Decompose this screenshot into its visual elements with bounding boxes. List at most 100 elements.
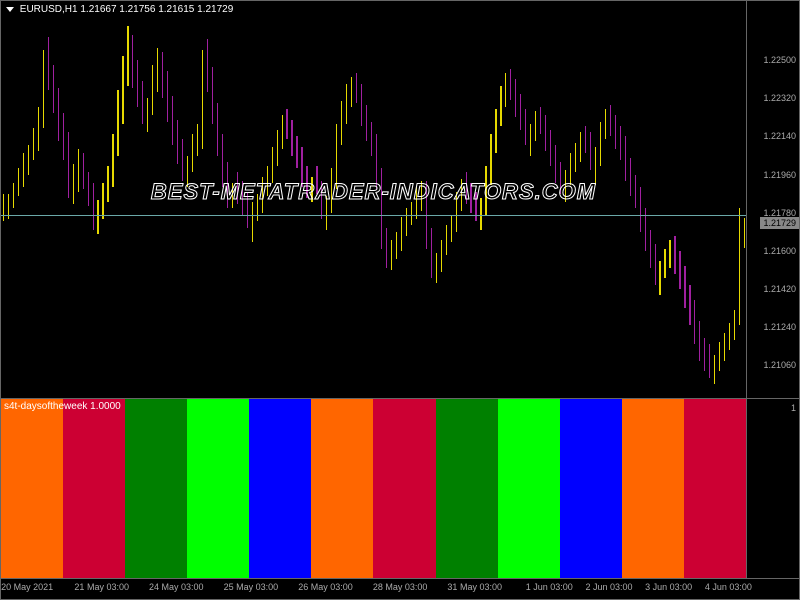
candle [172,96,173,145]
watermark-text: BEST-METATRADER-INDICATORS.COM [151,179,596,205]
candle [431,228,432,279]
candle [396,232,397,260]
candle [615,115,616,149]
candle [530,124,531,156]
candle [540,107,541,135]
candle [441,240,442,272]
candle [212,67,213,124]
candle [401,217,402,251]
candle [197,124,198,156]
candle [659,261,660,295]
candle [709,344,710,378]
ohlc-text: 1.21667 1.21756 1.21615 1.21729 [80,4,233,15]
candle [724,333,725,361]
candle [28,145,29,175]
y-tick: 1.21780 [763,208,796,218]
candle [93,183,94,230]
day-bar [311,399,373,578]
candle [107,166,108,202]
candle [43,50,44,128]
candle [192,134,193,172]
candle [117,90,118,156]
candle [177,120,178,164]
candle [689,285,690,325]
candle [650,230,651,268]
x-tick: 28 May 03:00 [373,582,428,592]
candle [48,37,49,90]
candle [361,84,362,126]
candle [655,244,656,284]
candle [286,109,287,139]
candle [699,321,700,361]
candle [406,208,407,236]
y-tick: 1.22500 [763,55,796,65]
x-tick: 25 May 03:00 [224,582,279,592]
candle [635,175,636,209]
candle [58,88,59,141]
candle [122,56,123,124]
day-bar [622,399,684,578]
candle [137,60,138,107]
price-chart[interactable]: EURUSD,H1 1.21667 1.21756 1.21615 1.2172… [1,1,747,399]
candle [669,240,670,268]
candle [734,310,735,340]
candle [53,65,54,114]
candle [684,266,685,308]
candle [162,52,163,99]
days-of-week-indicator[interactable] [1,399,747,579]
candle [23,153,24,187]
candle [744,218,745,248]
candle [296,136,297,168]
candle [341,101,342,145]
candle [217,103,218,156]
day-bar [684,399,746,578]
candle [719,342,720,372]
y-tick: 1.21060 [763,360,796,370]
indicator-label: s4t-daysoftheweek 1.0000 [4,401,121,412]
candle [182,139,183,181]
candle [112,134,113,187]
indicator-y-axis: 1 [747,399,799,579]
candle [590,132,591,170]
candle [147,98,148,132]
y-tick: 1.21240 [763,322,796,332]
candle [535,111,536,141]
candle [282,115,283,149]
candle [33,128,34,160]
y-tick: 1.22140 [763,131,796,141]
time-x-axis: 20 May 202121 May 03:0024 May 03:0025 Ma… [1,579,747,599]
x-tick: 20 May 2021 [1,582,53,592]
candle [291,120,292,156]
day-bar [373,399,435,578]
day-bar [63,399,125,578]
day-bar [1,399,63,578]
y-tick: 1.21600 [763,246,796,256]
candle [3,194,4,222]
candle [446,225,447,255]
candle [610,105,611,137]
indicator-tick: 1 [791,403,796,413]
candle [18,168,19,196]
x-tick: 3 Jun 03:00 [645,582,692,592]
day-bar [560,399,622,578]
candle [510,69,511,101]
candle [580,132,581,162]
candle [664,249,665,279]
price-y-axis: 1.21729 1.225001.223201.221401.219601.21… [747,1,799,399]
candle [78,149,79,191]
candle [714,355,715,385]
candle [142,81,143,123]
candle [694,300,695,344]
x-tick: 4 Jun 03:00 [705,582,752,592]
y-tick: 1.21420 [763,284,796,294]
candle [490,134,491,185]
candle [132,35,133,88]
candle [351,77,352,107]
candle [550,130,551,166]
y-tick: 1.22320 [763,93,796,103]
candle [704,338,705,372]
day-bar [249,399,311,578]
candle [620,126,621,160]
candle [157,48,158,92]
candle [88,172,89,206]
